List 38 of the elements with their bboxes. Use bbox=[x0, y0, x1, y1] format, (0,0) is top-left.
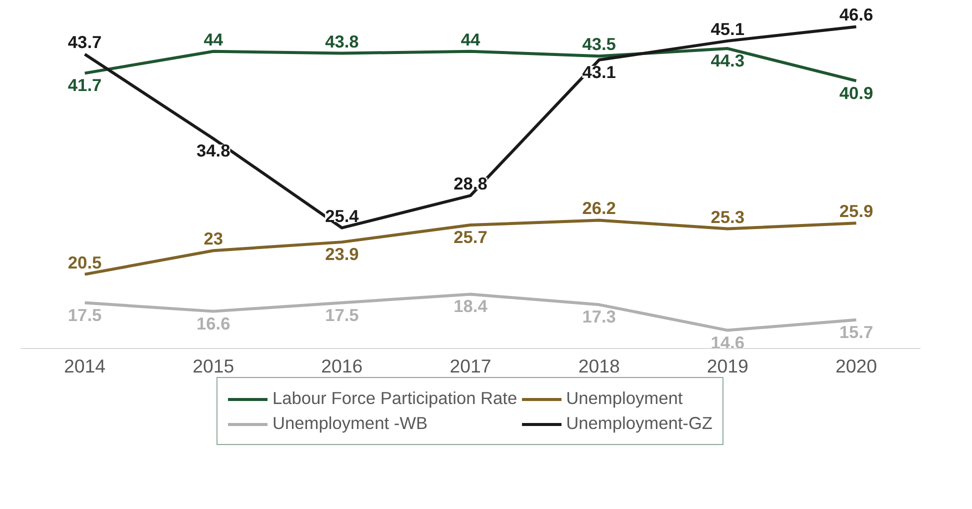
data-label: 16.6 bbox=[196, 313, 231, 334]
data-label: 23.9 bbox=[325, 244, 359, 264]
data-label: 34.8 bbox=[196, 140, 231, 161]
x-tick-label: 2015 bbox=[192, 356, 234, 376]
data-label: 43.1 bbox=[582, 62, 616, 82]
data-label: 26.2 bbox=[582, 198, 616, 218]
data-label: 25.7 bbox=[454, 226, 488, 247]
data-label: 15.7 bbox=[839, 322, 874, 342]
data-label: 25.4 bbox=[325, 206, 360, 226]
data-label: 25.3 bbox=[710, 206, 745, 227]
x-tick-label: 2020 bbox=[835, 356, 877, 376]
x-tick-label: 2014 bbox=[64, 356, 106, 376]
data-label: 43.8 bbox=[325, 31, 360, 52]
data-label: 18.4 bbox=[454, 296, 488, 316]
legend-label: Unemployment-GZ bbox=[566, 413, 713, 434]
data-label: 20.5 bbox=[68, 252, 102, 272]
data-label: 17.5 bbox=[68, 304, 102, 325]
data-label: 43.5 bbox=[582, 34, 616, 54]
data-label: 41.7 bbox=[68, 75, 102, 96]
data-label: 44 bbox=[460, 29, 480, 50]
legend-label: Labour Force Participation Rate bbox=[272, 388, 518, 409]
x-tick-label: 2017 bbox=[450, 356, 492, 376]
data-label: 28.8 bbox=[454, 174, 488, 194]
data-label: 40.9 bbox=[839, 82, 874, 103]
data-label: 43.7 bbox=[68, 32, 102, 52]
data-label: 44.3 bbox=[710, 50, 745, 71]
x-tick-label: 2019 bbox=[706, 356, 748, 376]
data-label: 46.6 bbox=[839, 4, 874, 25]
data-label: 23 bbox=[204, 228, 224, 249]
data-label: 17.5 bbox=[325, 304, 360, 325]
data-label: 25.9 bbox=[839, 201, 874, 222]
legend-label: Unemployment bbox=[566, 388, 683, 409]
legend-label: Unemployment -WB bbox=[272, 413, 428, 434]
data-label: 17.3 bbox=[582, 306, 616, 327]
x-tick-label: 2016 bbox=[321, 356, 363, 376]
data-label: 45.1 bbox=[710, 18, 745, 39]
x-tick-label: 2018 bbox=[578, 356, 620, 376]
data-label: 44 bbox=[204, 29, 224, 50]
